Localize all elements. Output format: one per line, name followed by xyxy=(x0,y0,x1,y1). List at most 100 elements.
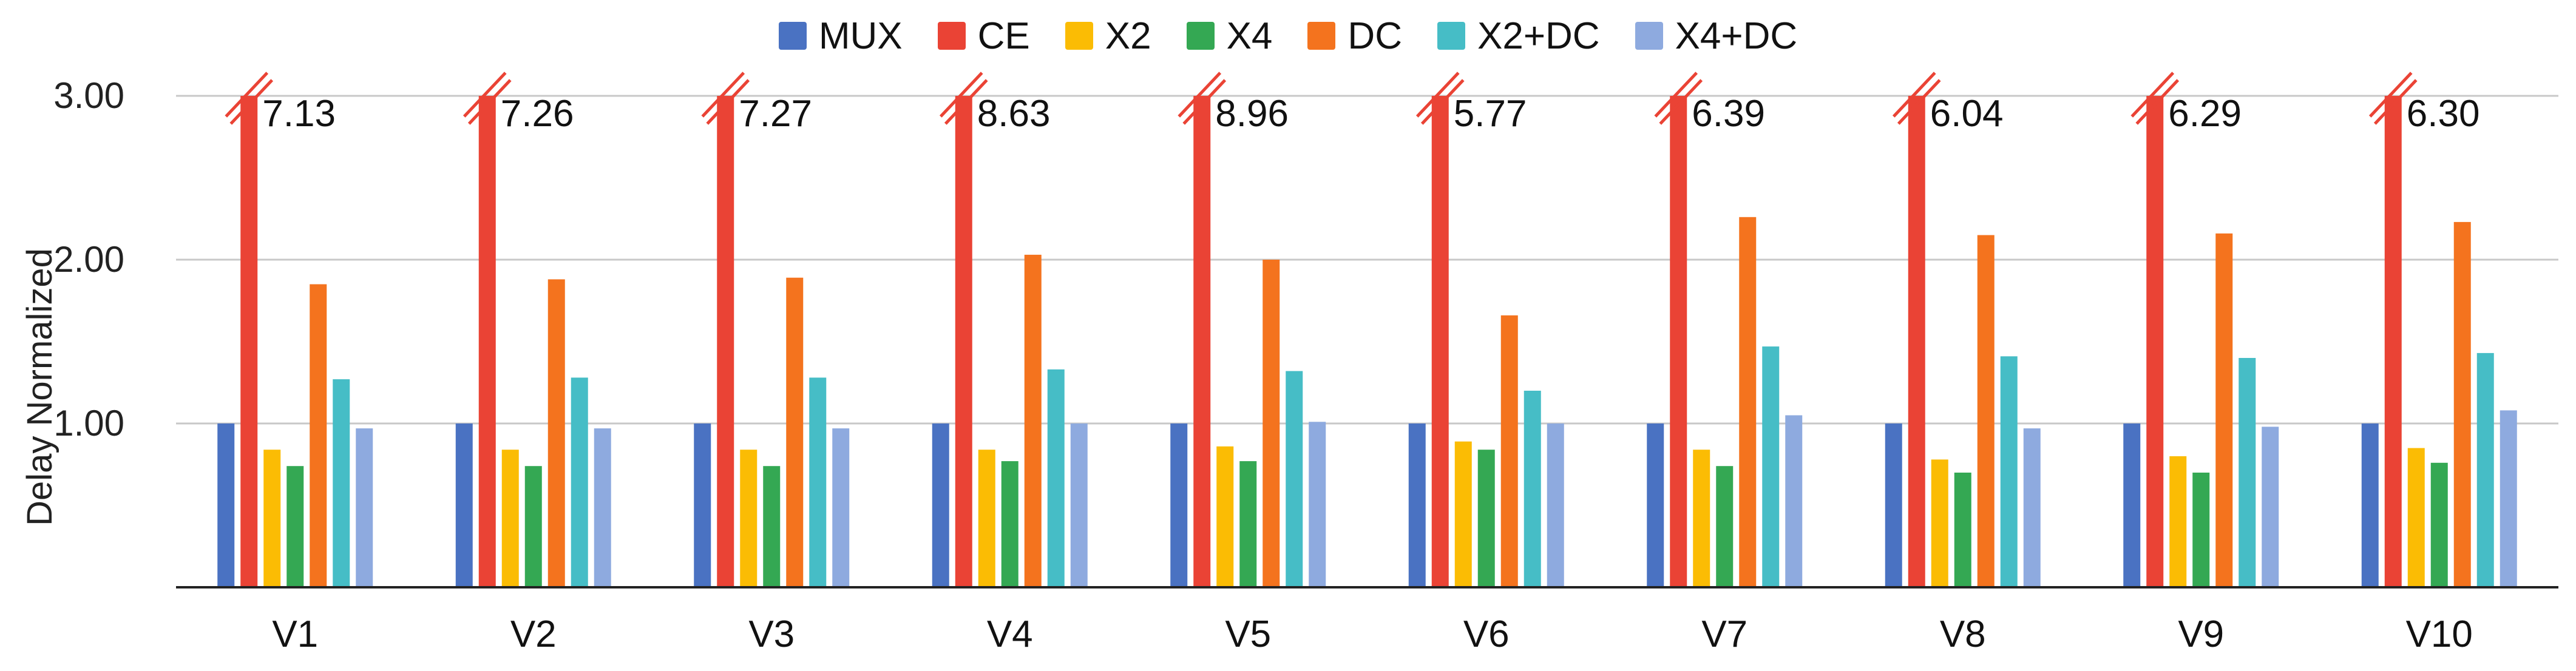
legend-label: CE xyxy=(977,15,1030,57)
x-tick-label: V3 xyxy=(748,613,795,655)
bar-ce xyxy=(240,96,258,587)
bar-x2-plus-dc xyxy=(1762,346,1780,587)
bar-x4-plus-dc xyxy=(2023,428,2041,587)
bar-x2-plus-dc xyxy=(1286,371,1303,587)
y-axis-label: Delay Normalized xyxy=(20,248,59,526)
legend: MUX CE X2 X4 DC X2+DC X4+DC xyxy=(0,8,2576,63)
data-label: 7.27 xyxy=(739,93,812,135)
bar-x2 xyxy=(1931,459,1948,587)
data-label: 7.26 xyxy=(501,93,574,135)
bar-ce xyxy=(1670,96,1687,587)
y-tick-label: 2.00 xyxy=(53,239,124,280)
bar-x4-plus-dc xyxy=(1309,422,1326,587)
x-tick-label: V2 xyxy=(510,613,557,655)
bar-x4-plus-dc xyxy=(356,428,373,587)
bar-dc xyxy=(2215,233,2233,587)
bar-mux xyxy=(455,423,473,587)
bar-mux xyxy=(2123,423,2141,587)
x-tick-label: V10 xyxy=(2406,613,2473,655)
bar-mux xyxy=(1408,423,1426,587)
legend-swatch xyxy=(778,22,807,50)
bar-x4 xyxy=(1716,466,1734,587)
legend-label: X4+DC xyxy=(1675,15,1798,57)
bar-x2 xyxy=(2169,456,2187,587)
bar-x2-plus-dc xyxy=(2239,358,2256,587)
axis-break-mark xyxy=(467,79,512,125)
bar-ce xyxy=(1193,96,1211,587)
bar-x2 xyxy=(740,450,758,587)
data-label: 5.77 xyxy=(1454,93,1527,135)
data-label: 6.29 xyxy=(2168,93,2242,135)
axis-break-mark xyxy=(463,72,507,118)
bar-x4-plus-dc xyxy=(1547,423,1564,587)
legend-swatch xyxy=(1437,22,1465,50)
legend-swatch xyxy=(1635,22,1663,50)
legend-label: DC xyxy=(1347,15,1402,57)
bar-x2 xyxy=(978,450,995,587)
legend-item[interactable]: X2 xyxy=(1065,15,1151,58)
bar-x4-plus-dc xyxy=(1785,415,1803,587)
bar-mux xyxy=(1647,423,1664,587)
axis-break-mark xyxy=(1182,79,1227,125)
bar-ce xyxy=(717,96,734,587)
bar-x2 xyxy=(1216,446,1234,587)
data-label: 7.13 xyxy=(262,93,336,135)
bar-dc xyxy=(310,284,327,587)
bar-x4 xyxy=(763,466,781,587)
bar-x2-plus-dc xyxy=(571,377,588,587)
bar-x4-plus-dc xyxy=(2262,427,2279,587)
axis-break-mark xyxy=(1659,79,1703,125)
legend-item[interactable]: MUX xyxy=(778,15,903,58)
y-tick-label: 1.00 xyxy=(53,403,124,443)
axis-break-mark xyxy=(706,79,750,125)
bar-x2 xyxy=(501,450,519,587)
axis-break-mark xyxy=(944,79,988,125)
bar-ce xyxy=(2384,96,2402,587)
bar-x4-plus-dc xyxy=(594,428,611,587)
data-label: 8.63 xyxy=(977,93,1051,135)
bar-x4 xyxy=(2430,462,2448,587)
bar-x2-plus-dc xyxy=(2476,352,2494,587)
bar-mux xyxy=(694,423,711,587)
legend-swatch xyxy=(1186,22,1215,50)
bar-dc xyxy=(1977,235,1995,587)
axis-break-mark xyxy=(2368,72,2413,118)
bar-dc xyxy=(1263,260,1280,587)
axis-break-mark xyxy=(1415,72,1460,118)
bar-x2-plus-dc xyxy=(809,377,827,587)
bar-x2-plus-dc xyxy=(2000,356,2018,587)
axis-break-mark xyxy=(1178,72,1222,118)
axis-break-mark xyxy=(225,72,269,118)
x-tick-label: V6 xyxy=(1463,613,1510,655)
x-tick-label: V5 xyxy=(1225,613,1271,655)
axis-break-mark xyxy=(1897,79,1941,125)
legend-item[interactable]: DC xyxy=(1307,15,1402,58)
bar-x4 xyxy=(286,466,304,587)
legend-item[interactable]: X4 xyxy=(1186,15,1272,58)
bar-ce xyxy=(955,96,972,587)
bar-dc xyxy=(1739,217,1757,587)
axis-break-mark xyxy=(1654,72,1698,118)
legend-label: X2 xyxy=(1105,15,1151,57)
data-label: 6.04 xyxy=(1930,93,2004,135)
legend-item[interactable]: CE xyxy=(937,15,1030,58)
x-tick-label: V7 xyxy=(1701,613,1747,655)
axis-break-mark xyxy=(939,72,983,118)
x-tick-label: V8 xyxy=(1940,613,1986,655)
bar-x4-plus-dc xyxy=(2500,410,2517,587)
bar-ce xyxy=(2146,96,2164,587)
data-label: 6.39 xyxy=(1692,93,1765,135)
x-tick-label: V4 xyxy=(987,613,1033,655)
legend-item[interactable]: X4+DC xyxy=(1635,15,1798,58)
bar-dc xyxy=(786,277,804,587)
axis-break-mark xyxy=(701,72,745,118)
bar-ce xyxy=(1908,96,1925,587)
legend-item[interactable]: X2+DC xyxy=(1437,15,1600,58)
bar-ce xyxy=(1431,96,1449,587)
bar-mux xyxy=(932,423,949,587)
data-label: 6.30 xyxy=(2407,93,2480,135)
axis-break-mark xyxy=(1892,72,1936,118)
legend-swatch xyxy=(1065,22,1093,50)
bar-x4 xyxy=(1001,461,1019,587)
